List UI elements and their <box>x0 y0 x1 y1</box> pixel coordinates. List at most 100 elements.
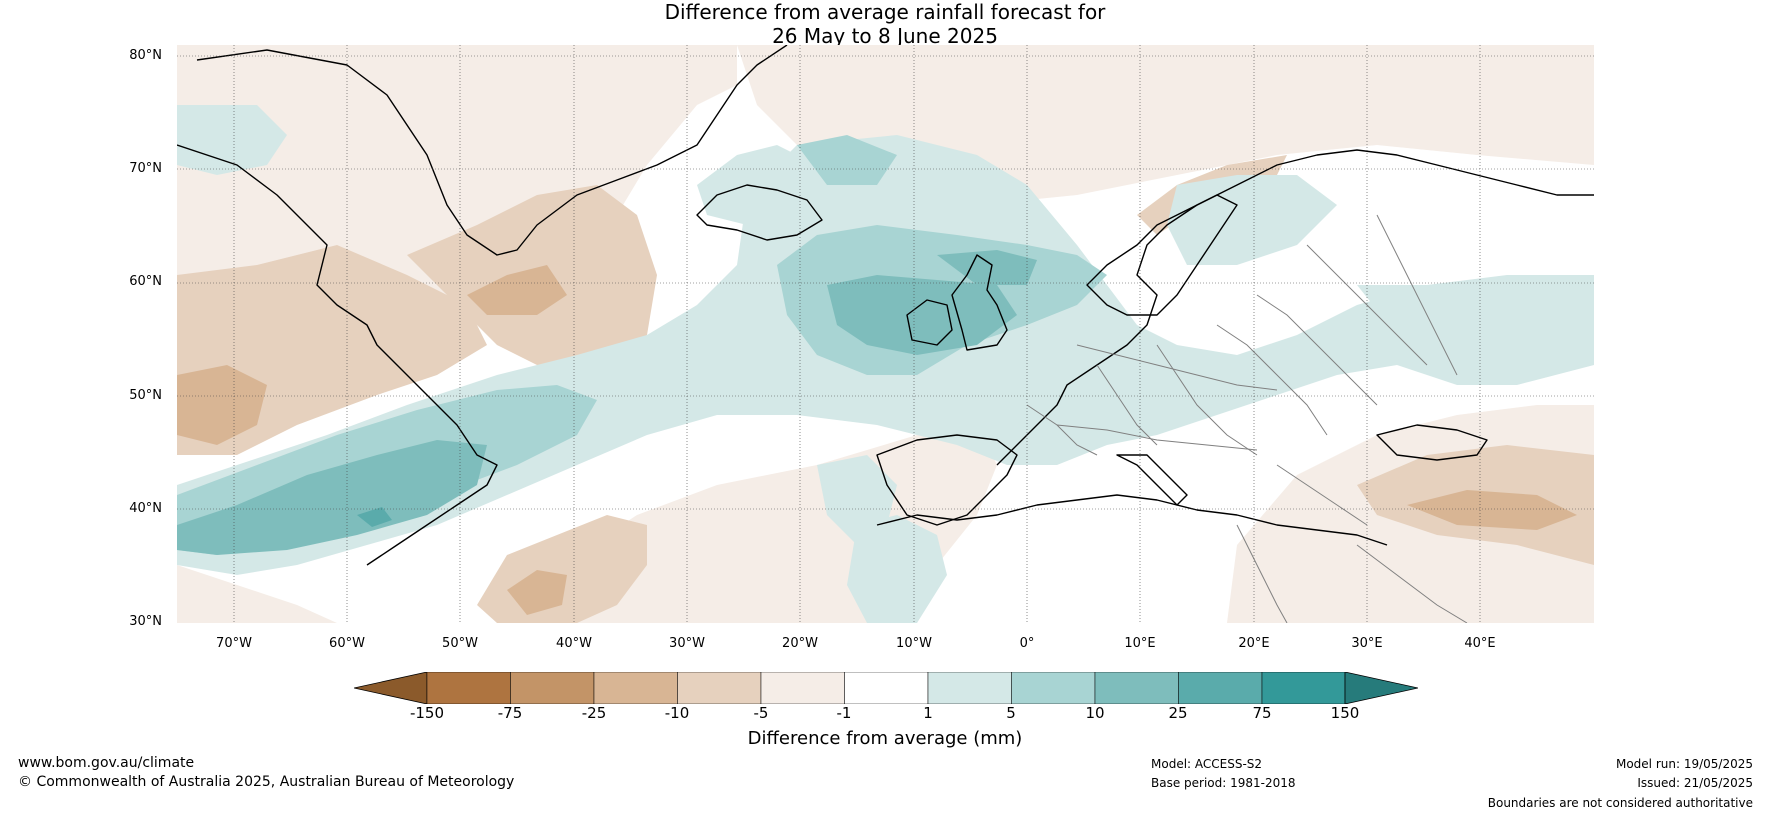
rainfall-anomaly-map <box>177 45 1594 623</box>
colorbar-bin <box>1011 671 1096 705</box>
border-line <box>1376 214 1458 376</box>
graticule <box>177 45 1594 623</box>
dry-core-greenland <box>467 265 567 315</box>
bom-url-link[interactable]: www.bom.gov.au/climate <box>18 755 195 771</box>
colorbar-svg <box>353 671 1419 705</box>
border-line <box>1056 424 1258 451</box>
border-line <box>1026 404 1098 456</box>
colorbar-bin <box>593 671 678 705</box>
lon-label-40e: 40°E <box>1464 636 1496 651</box>
border-line <box>1076 344 1278 391</box>
colorbar-bin <box>510 671 595 705</box>
title-line-2: 26 May to 8 June 2025 <box>772 24 998 48</box>
wet-area-norwegian-sea <box>797 135 897 185</box>
anomaly-fields <box>177 45 1594 623</box>
colorbar-tick: 1 <box>923 704 933 722</box>
colorbar-tick: -1 <box>836 704 852 722</box>
colorbar-bin <box>760 671 845 705</box>
model-run-date: Model run: 19/05/2025 <box>1615 757 1753 771</box>
colorbar-tick: -10 <box>664 704 690 722</box>
wet-area-east-europe <box>1357 285 1557 345</box>
map-title: Difference from average rainfall forecas… <box>0 0 1770 48</box>
colorbar-bin <box>677 671 762 705</box>
lon-label-50w: 50°W <box>442 636 478 651</box>
land-outlines <box>177 45 1594 566</box>
colorbar-tick: 10 <box>1085 704 1105 722</box>
wet-area-north-africa <box>847 515 947 623</box>
lon-label-40w: 40°W <box>556 636 592 651</box>
border-line <box>1096 364 1158 446</box>
britain-coastline <box>951 254 1008 351</box>
wet-core-ireland <box>827 275 1017 355</box>
dry-core-labrador <box>177 365 267 445</box>
colorbar-tick: -5 <box>753 704 769 722</box>
dry-area-southwest <box>177 565 337 623</box>
boundaries-disclaimer: Boundaries are not considered authoritat… <box>1487 796 1753 810</box>
border-line <box>1236 524 1288 623</box>
colorbar-tick: -150 <box>409 704 445 722</box>
colorbar-tick: -25 <box>581 704 607 722</box>
issued-date: Issued: 21/05/2025 <box>1637 776 1753 790</box>
lat-label-30n: 30°N <box>129 614 162 629</box>
lon-label-0: 0° <box>1019 636 1035 651</box>
lon-label-60w: 60°W <box>329 636 365 651</box>
colorbar-extend-high <box>1344 671 1419 705</box>
border-line <box>1356 544 1468 623</box>
colorbar-extend-low <box>353 671 428 705</box>
wet-peak-atlantic <box>357 507 392 527</box>
lat-label-50n: 50°N <box>129 388 162 403</box>
border-line <box>1216 324 1328 436</box>
colorbar-tick: 25 <box>1168 704 1188 722</box>
colorbar-bin <box>927 671 1012 705</box>
lon-label-10e: 10°E <box>1124 636 1156 651</box>
colorbar-label: Difference from average (mm) <box>747 728 1023 749</box>
border-line <box>1276 464 1368 526</box>
lat-label-70n: 70°N <box>129 161 162 176</box>
ireland-coastline <box>906 299 953 346</box>
lon-label-10w: 10°W <box>896 636 932 651</box>
wet-core-north-sea <box>937 250 1037 285</box>
title-line-1: Difference from average rainfall forecas… <box>664 0 1106 24</box>
model-name: Model: ACCESS-S2 <box>1151 757 1263 771</box>
colorbar-bin <box>844 671 929 705</box>
greenland-coastline <box>196 45 788 256</box>
colorbar-bin <box>1094 671 1179 705</box>
lat-label-60n: 60°N <box>129 274 162 289</box>
colorbar-tick: -75 <box>497 704 523 722</box>
border-line <box>1156 344 1258 456</box>
dry-core-subtropics <box>507 570 567 615</box>
iceland-coastline <box>696 184 823 241</box>
wet-area-baltic <box>1167 175 1337 265</box>
north-africa-coastline <box>876 494 1388 546</box>
lon-label-20w: 20°W <box>782 636 818 651</box>
colorbar-bin <box>1178 671 1263 705</box>
colorbar <box>353 671 1419 705</box>
iberia-coastline <box>876 434 1018 526</box>
base-period: Base period: 1981-2018 <box>1151 776 1296 790</box>
copyright-text: © Commonwealth of Australia 2025, Austra… <box>18 774 515 790</box>
colorbar-bin <box>1261 671 1346 705</box>
europe-coastline <box>996 149 1594 466</box>
lat-label-80n: 80°N <box>129 48 162 63</box>
lat-label-40n: 40°N <box>129 501 162 516</box>
colorbar-tick: 75 <box>1252 704 1272 722</box>
colorbar-tick: 150 <box>1330 704 1360 722</box>
wet-core-subtropical-atlantic <box>177 440 487 555</box>
labrador-coastline <box>177 144 498 566</box>
black-sea-coastline <box>1376 424 1488 461</box>
colorbar-tick: 5 <box>1006 704 1016 722</box>
map-svg <box>177 45 1594 623</box>
lon-label-30w: 30°W <box>669 636 705 651</box>
wet-area-iceland <box>697 145 827 225</box>
scandinavia-coastline <box>1086 194 1238 316</box>
border-line <box>1256 294 1378 406</box>
wet-area-northwest <box>177 105 287 175</box>
lon-label-70w: 70°W <box>216 636 252 651</box>
lon-label-30e: 30°E <box>1351 636 1383 651</box>
country-borders <box>1026 214 1468 623</box>
italy-coastline <box>1116 454 1188 506</box>
dry-core-turkey <box>1407 490 1577 530</box>
colorbar-bin <box>426 671 511 705</box>
border-line <box>1306 244 1428 366</box>
lon-label-20e: 20°E <box>1238 636 1270 651</box>
